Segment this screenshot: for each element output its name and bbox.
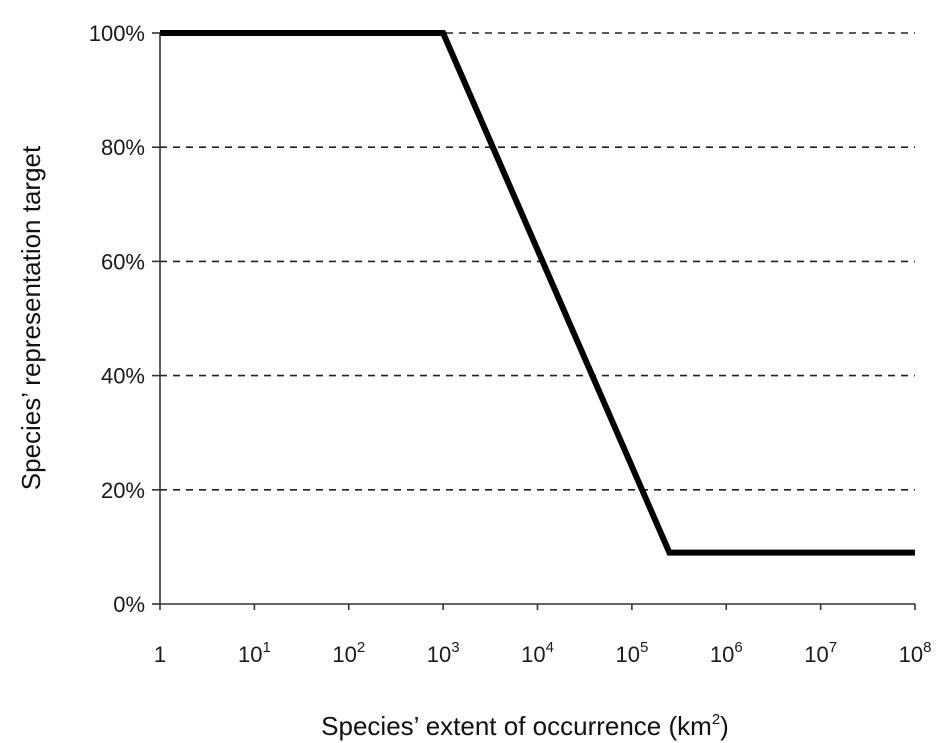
series-line-0 — [160, 30, 915, 556]
x-tick-label: 1 — [154, 642, 166, 667]
grid-lines — [160, 32, 915, 491]
series-layer — [160, 30, 915, 556]
y-tick-label: 60% — [101, 249, 145, 274]
x-tick-label: 107 — [804, 639, 837, 667]
x-tick-label: 108 — [899, 639, 932, 667]
ticks: 0% 20% 40% 60% 80% 100% 1 101 102 103 104 105 106 107… — [89, 21, 932, 667]
y-tick-label: 80% — [101, 135, 145, 160]
y-tick-label: 40% — [101, 364, 145, 389]
y-tick-label: 100% — [89, 21, 145, 46]
x-tick-label: 106 — [710, 639, 743, 667]
axes — [159, 33, 915, 605]
x-tick-label: 105 — [615, 639, 648, 667]
x-tick-label: 103 — [427, 639, 460, 667]
y-tick-label: 20% — [101, 478, 145, 503]
y-tick-label: 0% — [113, 592, 145, 617]
x-tick-label: 101 — [238, 639, 271, 667]
x-tick-label: 102 — [332, 639, 365, 667]
y-axis-title: Species’ representation target — [16, 145, 46, 490]
x-axis-title: Species’ extent of occurrence (km2) — [321, 711, 729, 741]
x-tick-label: 104 — [521, 639, 554, 667]
